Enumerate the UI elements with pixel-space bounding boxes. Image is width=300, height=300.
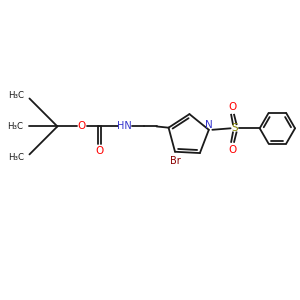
Text: HN: HN (117, 122, 132, 131)
Text: O: O (95, 146, 104, 157)
Text: S: S (231, 123, 238, 133)
Text: N: N (205, 120, 213, 130)
Text: O: O (228, 145, 236, 154)
Text: H₃C: H₃C (8, 91, 24, 100)
Text: Br: Br (169, 156, 180, 166)
Text: H₃C: H₃C (7, 122, 23, 131)
Text: H₃C: H₃C (8, 153, 24, 162)
Text: O: O (78, 122, 86, 131)
Text: O: O (228, 102, 236, 112)
